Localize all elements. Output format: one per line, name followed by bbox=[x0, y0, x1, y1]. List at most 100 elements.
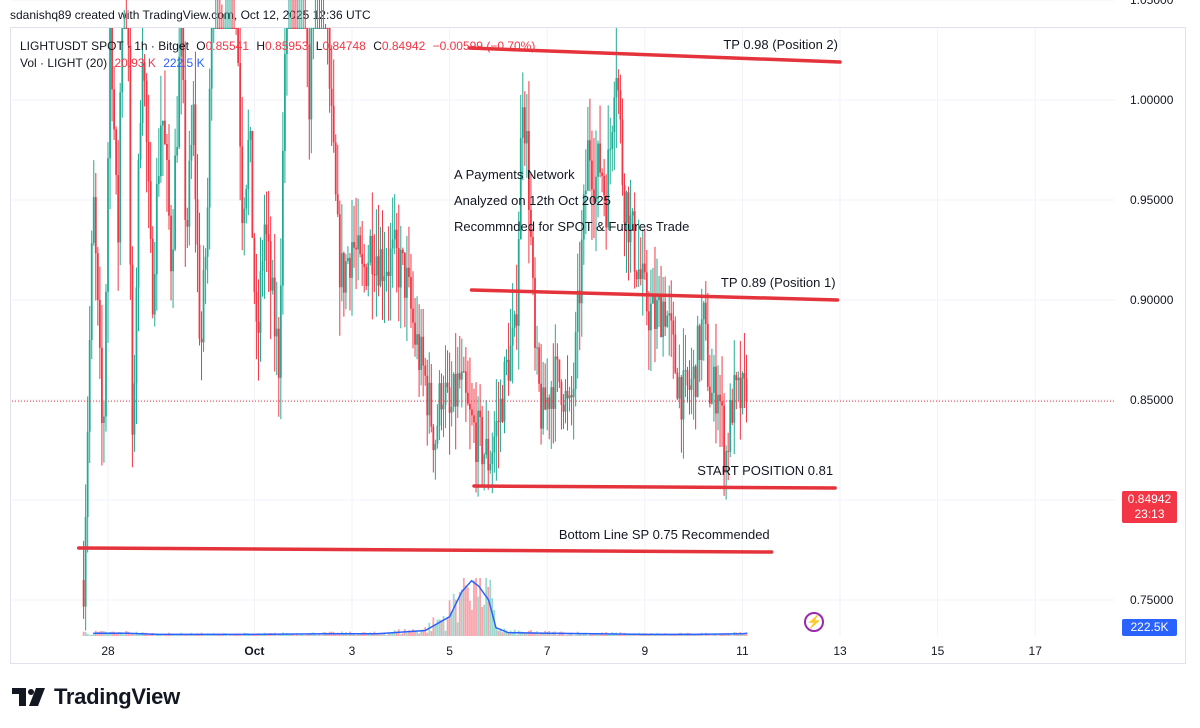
x-tick-label: 9 bbox=[641, 644, 648, 658]
volume-bar bbox=[570, 632, 573, 636]
level-label: START POSITION 0.81 bbox=[697, 463, 833, 478]
candle-body bbox=[684, 370, 687, 372]
candle-body bbox=[105, 291, 107, 417]
candle-body bbox=[284, 54, 286, 151]
candle-body bbox=[115, 129, 118, 176]
volume-bar bbox=[694, 635, 697, 636]
candle-body bbox=[538, 347, 540, 384]
candle-body bbox=[233, 28, 235, 29]
volume-bar bbox=[288, 634, 290, 636]
candle-body bbox=[249, 130, 252, 140]
volume-bar bbox=[586, 635, 589, 636]
candle-body bbox=[196, 199, 199, 245]
candle-body bbox=[633, 211, 636, 272]
candle-body bbox=[412, 308, 414, 323]
volume-bars bbox=[82, 578, 748, 636]
volume-bar bbox=[410, 631, 412, 636]
candle-body bbox=[267, 234, 270, 242]
level-line bbox=[467, 46, 842, 64]
candle-body bbox=[719, 394, 721, 402]
low-value: 0.84748 bbox=[322, 39, 366, 53]
candle-body bbox=[172, 249, 174, 272]
volume-bar bbox=[438, 619, 441, 636]
candle-body bbox=[168, 159, 170, 216]
candle-body bbox=[584, 190, 587, 195]
volume-bar bbox=[487, 586, 490, 636]
candle-body bbox=[528, 131, 530, 210]
volume-bar bbox=[723, 634, 725, 636]
candle-body bbox=[629, 215, 632, 243]
candle-body bbox=[326, 28, 329, 29]
volume-bar bbox=[162, 635, 164, 636]
candle-body bbox=[700, 319, 703, 360]
candle-body bbox=[94, 197, 97, 254]
candle-body bbox=[497, 421, 500, 423]
volume-bar bbox=[399, 634, 402, 636]
volume-bar bbox=[377, 633, 380, 636]
candle-body bbox=[101, 347, 103, 423]
candle-body bbox=[353, 242, 355, 248]
volume-bar bbox=[391, 632, 394, 636]
volume-bar bbox=[436, 619, 439, 636]
candle-body bbox=[586, 140, 589, 191]
volume-bar bbox=[351, 633, 353, 636]
candle-body bbox=[656, 300, 658, 329]
volume-bar bbox=[532, 632, 534, 636]
candle-body bbox=[664, 301, 667, 327]
level-lines[interactable] bbox=[12, 46, 1115, 554]
axes: 0.750000.800000.850000.900000.950001.000… bbox=[101, 0, 1173, 658]
volume-bar bbox=[365, 633, 368, 636]
candle-body bbox=[271, 277, 274, 291]
candle-body bbox=[349, 257, 351, 278]
volume-bar bbox=[593, 634, 595, 636]
candle-body bbox=[371, 235, 374, 275]
volume-bar bbox=[589, 633, 591, 636]
candle-body bbox=[564, 390, 567, 412]
volume-bar bbox=[580, 634, 583, 636]
low-label: L bbox=[315, 39, 323, 53]
volume-bar bbox=[412, 629, 414, 636]
candle-body bbox=[235, 28, 237, 29]
candle-body bbox=[475, 422, 477, 463]
candle-body bbox=[554, 356, 557, 409]
lightning-icon[interactable]: ⚡ bbox=[804, 612, 824, 632]
candle-body bbox=[347, 257, 349, 262]
volume-bar bbox=[279, 634, 282, 636]
volume-bar bbox=[198, 634, 201, 636]
candle-body bbox=[373, 274, 376, 276]
volume-bar bbox=[294, 635, 296, 636]
candle-body bbox=[745, 378, 748, 402]
volume-bar bbox=[603, 634, 606, 636]
candle-body bbox=[84, 517, 87, 607]
volume-bar bbox=[342, 634, 345, 636]
volume-bar bbox=[503, 628, 506, 636]
candle-body bbox=[306, 28, 309, 45]
candle-body bbox=[662, 301, 664, 338]
candle-body bbox=[469, 403, 471, 410]
volume-bar bbox=[729, 634, 732, 636]
volume-bar bbox=[475, 578, 477, 636]
candle-body bbox=[733, 375, 736, 423]
candle-body bbox=[202, 269, 205, 343]
volume-bar bbox=[178, 634, 181, 636]
volume-bar bbox=[446, 617, 449, 636]
y-tick-label: 0.90000 bbox=[1130, 293, 1174, 307]
level-line bbox=[469, 288, 840, 302]
candle-body bbox=[391, 239, 394, 249]
candle-body bbox=[420, 336, 423, 370]
candle-body bbox=[515, 314, 518, 326]
candle-body bbox=[491, 452, 494, 464]
x-tick-label: 7 bbox=[544, 644, 551, 658]
candle-body bbox=[609, 148, 612, 150]
volume-bar bbox=[578, 633, 581, 636]
volume-bar bbox=[621, 635, 624, 636]
candle-body bbox=[607, 149, 610, 228]
open-label: O bbox=[196, 39, 206, 53]
volume-bar bbox=[241, 635, 244, 636]
candle-body bbox=[190, 145, 193, 161]
volume-bar bbox=[357, 634, 359, 636]
volume-bar bbox=[473, 580, 475, 636]
candle-body bbox=[178, 56, 181, 148]
candle-body bbox=[247, 139, 250, 189]
